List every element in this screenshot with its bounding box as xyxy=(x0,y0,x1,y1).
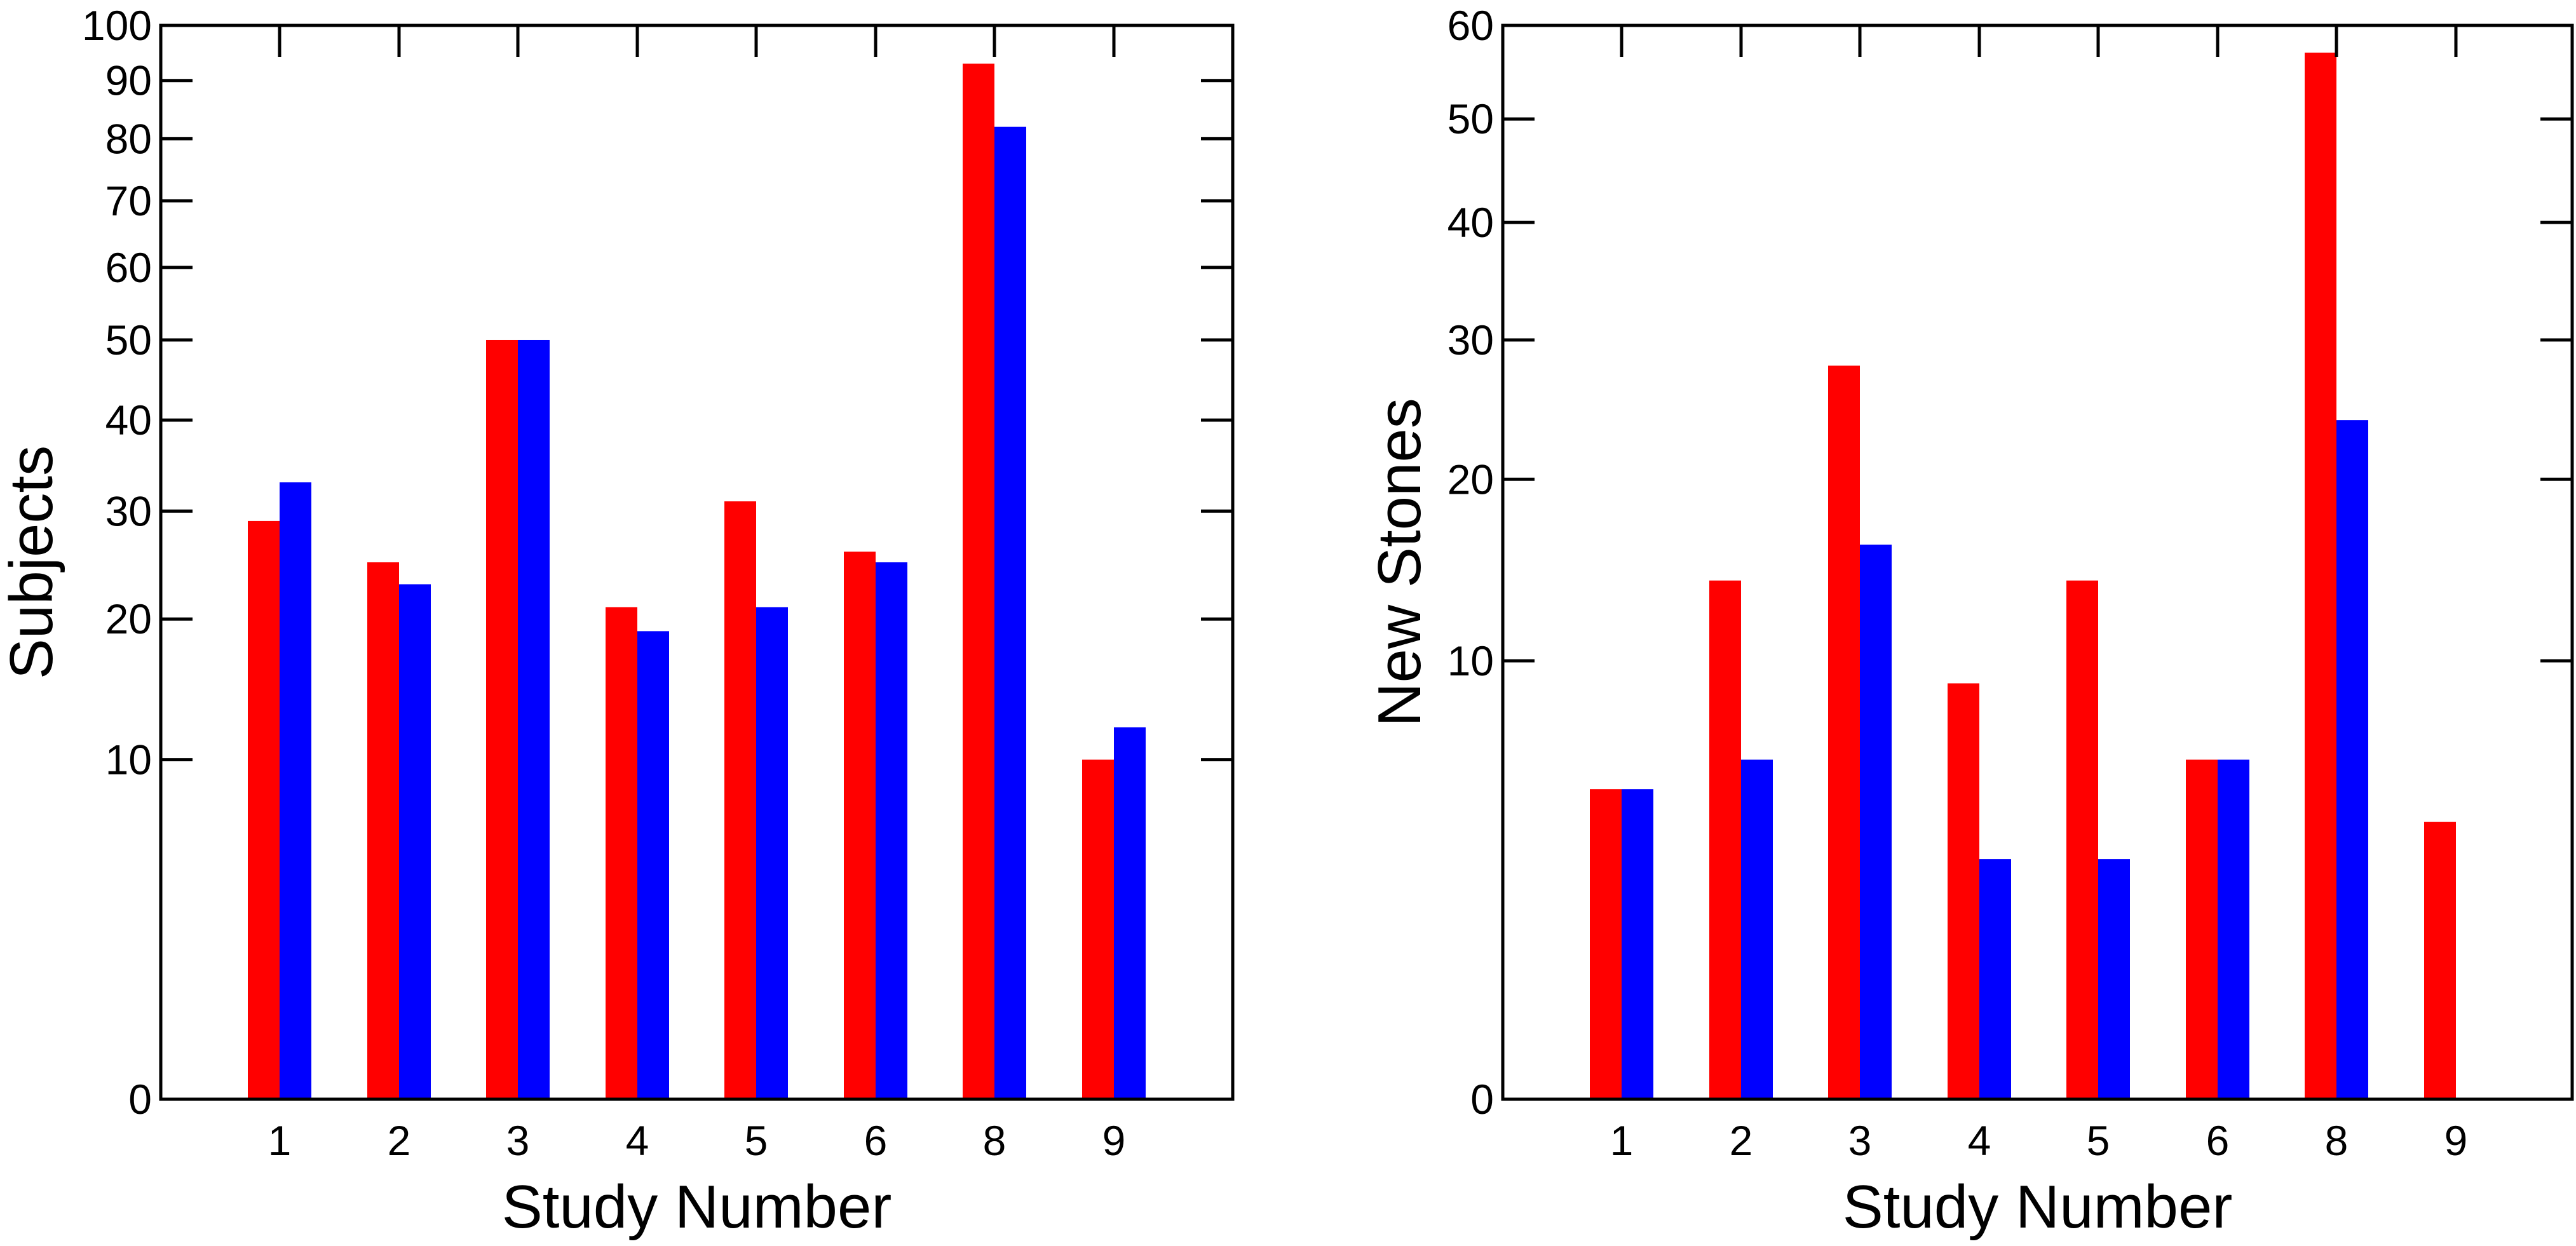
subjects-ytick-label: 30 xyxy=(105,487,152,534)
subjects-bar-red-9 xyxy=(1082,759,1114,1099)
subjects-bar-blue-3 xyxy=(518,339,550,1100)
new-stones-bar-red-1 xyxy=(1590,789,1622,1099)
subjects-x-axis-title: Study Number xyxy=(502,1173,892,1241)
subjects-ytick-label: 90 xyxy=(105,57,152,104)
new-stones-panel: 0 10 20 30 40 50 60 1 2 3 4 5 6 8 9 Study Number New Sto… xyxy=(1366,2,2574,1241)
new-stones-ytick-label: 10 xyxy=(1447,637,1494,684)
subjects-bar-blue-6 xyxy=(876,562,907,1099)
new-stones-ytick-label: 20 xyxy=(1447,456,1494,503)
new-stones-bar-red-5 xyxy=(2066,580,2098,1099)
new-stones-bar-blue-5 xyxy=(2098,859,2130,1099)
subjects-ytick-label: 70 xyxy=(105,177,152,224)
new-stones-xtick-label: 4 xyxy=(1968,1117,1991,1164)
subjects-xtick-label: 6 xyxy=(864,1117,888,1164)
new-stones-plot-frame xyxy=(1501,24,2574,1101)
new-stones-xtick-label: 8 xyxy=(2325,1117,2349,1164)
subjects-bar-blue-2 xyxy=(399,584,431,1099)
subjects-xtick-label: 3 xyxy=(506,1117,530,1164)
subjects-xtick-label: 5 xyxy=(745,1117,768,1164)
new-stones-bar-red-9 xyxy=(2424,822,2456,1099)
subjects-xtick-label: 4 xyxy=(626,1117,649,1164)
new-stones-bar-red-3 xyxy=(1828,365,1860,1099)
new-stones-x-axis-title: Study Number xyxy=(1843,1173,2233,1241)
subjects-ytick-label: 60 xyxy=(105,244,152,291)
subjects-bar-blue-8 xyxy=(994,126,1026,1100)
new-stones-bar-red-2 xyxy=(1709,580,1741,1099)
subjects-ytick-label: 80 xyxy=(105,115,152,162)
subjects-ytick-label: 40 xyxy=(105,396,152,444)
new-stones-xtick-label: 3 xyxy=(1848,1117,1872,1164)
subjects-ytick-label: 10 xyxy=(105,736,152,783)
new-stones-bar-blue-4 xyxy=(1979,859,2011,1099)
new-stones-bar-red-4 xyxy=(1948,683,1979,1099)
new-stones-xtick-label: 6 xyxy=(2206,1117,2230,1164)
subjects-plot-frame xyxy=(159,24,1235,1101)
subjects-ytick-label: 100 xyxy=(82,2,152,49)
new-stones-xtick-label: 2 xyxy=(1730,1117,1753,1164)
subjects-y-axis-title: Subjects xyxy=(0,445,65,679)
new-stones-xtick-label: 5 xyxy=(2087,1117,2110,1164)
subjects-panel: 0 10 20 30 40 50 60 70 80 90 100 1 2 3 4 5 6 8 9 Study Numb… xyxy=(0,2,1235,1241)
new-stones-bar-blue-2 xyxy=(1741,759,1773,1099)
new-stones-bar-blue-6 xyxy=(2218,759,2249,1099)
new-stones-bar-blue-1 xyxy=(1622,789,1653,1099)
new-stones-ytick-label: 30 xyxy=(1447,316,1494,363)
new-stones-ytick-label: 50 xyxy=(1447,95,1494,142)
new-stones-bar-blue-8 xyxy=(2336,420,2368,1099)
subjects-xtick-label: 9 xyxy=(1102,1117,1126,1164)
new-stones-ytick-label: 40 xyxy=(1447,199,1494,246)
new-stones-bar-red-6 xyxy=(2186,759,2218,1099)
new-stones-ytick-label: 0 xyxy=(1470,1076,1494,1123)
subjects-ytick-label: 50 xyxy=(105,316,152,363)
subjects-bar-blue-1 xyxy=(280,482,311,1099)
subjects-ytick-label: 0 xyxy=(128,1076,152,1123)
subjects-bar-red-5 xyxy=(724,501,756,1099)
new-stones-xtick-label: 9 xyxy=(2444,1117,2468,1164)
subjects-xtick-label: 1 xyxy=(268,1117,292,1164)
new-stones-ytick-label: 60 xyxy=(1447,2,1494,49)
new-stones-xtick-label: 1 xyxy=(1610,1117,1634,1164)
subjects-xtick-label: 8 xyxy=(983,1117,1007,1164)
subjects-xtick-label: 2 xyxy=(388,1117,411,1164)
subjects-bar-red-8 xyxy=(963,64,994,1099)
subjects-bar-blue-5 xyxy=(756,607,788,1099)
subjects-bar-red-2 xyxy=(367,562,399,1099)
subjects-bar-red-1 xyxy=(248,520,280,1099)
subjects-bar-blue-4 xyxy=(637,631,669,1099)
new-stones-y-axis-title: New Stones xyxy=(1366,398,1434,727)
subjects-ytick-label: 20 xyxy=(105,595,152,642)
subjects-bar-blue-9 xyxy=(1114,727,1146,1099)
new-stones-bar-red-8 xyxy=(2305,52,2336,1100)
subjects-bar-red-3 xyxy=(486,339,518,1100)
subjects-bar-red-4 xyxy=(606,607,637,1099)
new-stones-bar-blue-3 xyxy=(1860,545,1892,1099)
subjects-bar-red-6 xyxy=(844,552,876,1099)
